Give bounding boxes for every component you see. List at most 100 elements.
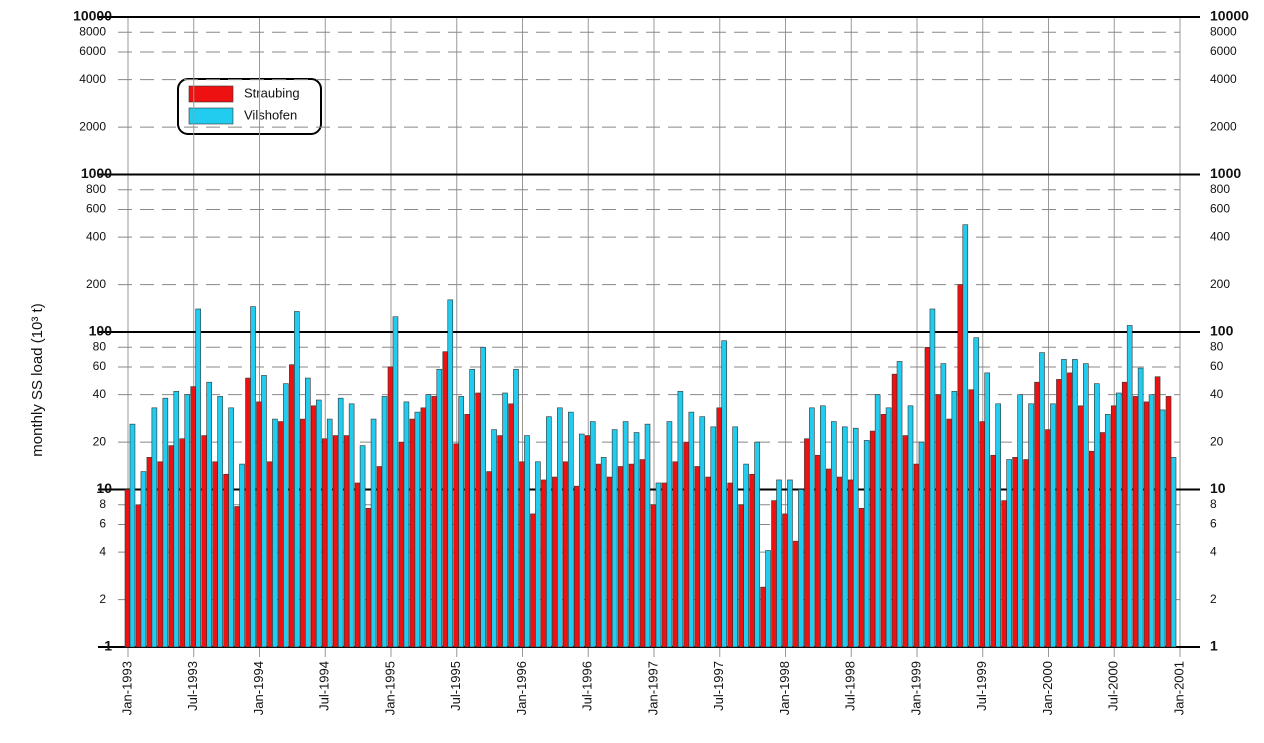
bar (677, 391, 684, 648)
y-tick-label-right: 4 (1210, 544, 1217, 558)
bar (841, 426, 848, 648)
bar (568, 411, 574, 648)
bar (179, 438, 186, 648)
bar (863, 440, 870, 648)
bar (453, 443, 460, 648)
bar (1050, 403, 1056, 648)
bar (874, 394, 881, 648)
bar (776, 479, 782, 648)
bar (836, 476, 843, 648)
bar (573, 485, 580, 648)
bar (124, 489, 131, 648)
y-tick-label-right: 2 (1210, 592, 1217, 606)
y-tick-label-right: 600 (1210, 202, 1230, 216)
x-tick-label: Jan-2000 (1040, 661, 1055, 715)
bar (129, 423, 136, 648)
bar (924, 346, 931, 648)
bar (414, 411, 421, 648)
bar (1126, 325, 1133, 648)
bar (710, 426, 717, 648)
bar (666, 421, 673, 648)
bar (820, 405, 826, 648)
bar (809, 407, 815, 648)
bar (464, 414, 470, 648)
bar (530, 513, 536, 648)
bar (1132, 396, 1139, 648)
bar (655, 482, 662, 648)
y-tick-label: 10000 (73, 8, 112, 24)
bar (1061, 359, 1067, 648)
bar (315, 399, 322, 648)
bar (365, 507, 372, 648)
y-tick-label: 8000 (79, 24, 106, 38)
bar (694, 466, 701, 648)
bar (1099, 432, 1106, 648)
y-tick-label-right: 10 (1210, 480, 1226, 496)
legend-swatch (188, 85, 234, 103)
bar (929, 308, 936, 648)
y-tick-label-right: 40 (1210, 387, 1224, 401)
y-tick-label: 6000 (79, 44, 106, 58)
legend-label: Vilshofen (244, 107, 297, 122)
y-tick-label-right: 800 (1210, 182, 1230, 196)
y-tick-label: 600 (86, 202, 106, 216)
bar (1159, 409, 1166, 648)
y-tick-label: 2000 (79, 119, 106, 133)
bar (1045, 429, 1051, 648)
bar (376, 466, 383, 648)
bar (403, 401, 410, 648)
bar (1137, 367, 1144, 648)
y-tick-label: 80 (93, 339, 107, 353)
bar (716, 407, 723, 648)
bar (497, 435, 503, 648)
bar (524, 435, 530, 648)
bar (705, 476, 712, 648)
bar (541, 479, 547, 648)
bar (546, 416, 552, 648)
bar (979, 421, 986, 648)
bar (798, 489, 804, 648)
x-tick-label: Jul-1999 (974, 661, 989, 711)
y-tick-label: 1 (104, 638, 112, 654)
bar (804, 438, 810, 648)
bar (995, 403, 1001, 648)
bar (491, 429, 497, 648)
bar (902, 435, 909, 648)
bar (431, 396, 438, 648)
bar (628, 463, 635, 648)
bar (815, 454, 821, 648)
y-axis-label: monthly SS load (10³ t) (29, 303, 46, 456)
bar (721, 340, 728, 648)
bar (600, 457, 607, 648)
x-tick-label: Jan-1999 (908, 661, 923, 715)
bar (381, 396, 388, 648)
bar (891, 373, 898, 648)
y-tick-label: 4000 (79, 72, 106, 86)
bar (184, 394, 191, 648)
y-tick-label-right: 1 (1210, 638, 1218, 654)
bar (442, 351, 449, 648)
bar (622, 421, 629, 648)
bar (146, 457, 153, 648)
bar (885, 407, 892, 648)
bar (337, 397, 344, 648)
x-tick-label: Jul-1993 (185, 661, 200, 711)
y-tick-label-right: 1000 (1210, 165, 1241, 181)
y-tick-label-right: 60 (1210, 359, 1224, 373)
bar (223, 473, 229, 648)
bar (1039, 352, 1045, 648)
bar (907, 405, 914, 648)
y-tick-label-right: 200 (1210, 277, 1230, 291)
bar (984, 372, 991, 648)
bar (661, 482, 668, 648)
y-tick-label-right: 6 (1210, 517, 1217, 531)
bar (951, 391, 958, 648)
bar (469, 368, 475, 648)
y-tick-label: 400 (86, 229, 106, 243)
y-tick-label: 4 (99, 544, 106, 558)
y-tick-label-right: 6000 (1210, 44, 1237, 58)
bar (962, 224, 969, 648)
bar (793, 540, 799, 648)
bar (300, 418, 306, 648)
bar (140, 471, 147, 648)
